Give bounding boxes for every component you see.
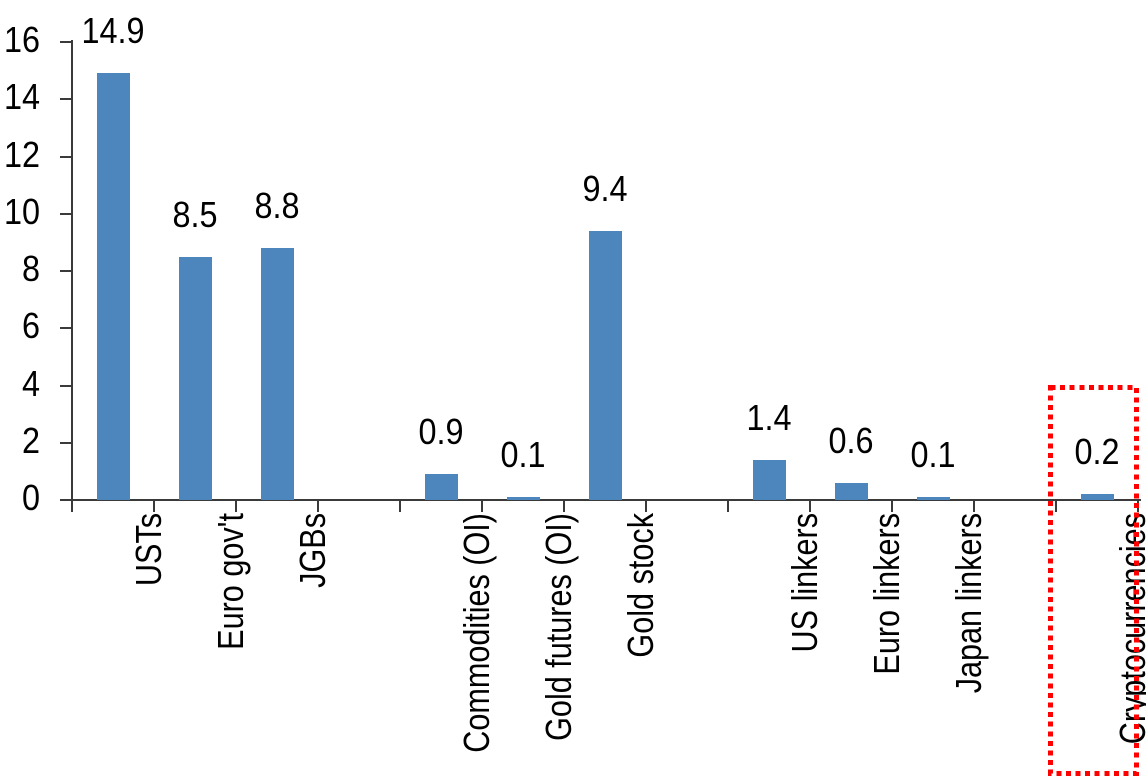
y-axis-tick-label: 0 — [21, 477, 40, 518]
y-axis-tick-label: 4 — [21, 362, 40, 404]
category-label-euro-gov-t: Euro gov't — [210, 513, 251, 650]
y-axis-tick-label: 6 — [21, 305, 40, 347]
bar-gold-stock — [589, 231, 622, 500]
category-label-us-linkers: US linkers — [784, 513, 825, 653]
x-axis-tick — [235, 500, 237, 512]
bar-usts — [97, 73, 130, 500]
y-axis-tick-label: 16 — [4, 19, 41, 60]
y-axis-tick — [60, 384, 72, 387]
x-axis-tick — [153, 500, 155, 512]
y-axis-tick — [60, 327, 72, 330]
x-axis-tick — [1055, 500, 1057, 512]
bar-japan-linkers — [917, 497, 950, 500]
category-label-japan-linkers: Japan linkers — [948, 513, 989, 694]
y-axis-tick-label: 12 — [4, 133, 41, 175]
y-axis-tick — [60, 155, 72, 158]
x-axis-tick — [809, 500, 811, 512]
y-axis-tick — [60, 212, 72, 215]
value-label-jgbs: 8.8 — [254, 185, 300, 226]
value-label-euro-linkers: 0.6 — [828, 420, 874, 461]
bar-gold-futures-oi — [507, 497, 540, 500]
bar-euro-linkers — [835, 483, 868, 500]
category-label-commodities-oi: Commodities (OI) — [456, 513, 497, 753]
x-axis-tick — [399, 500, 401, 512]
x-axis-tick — [645, 500, 647, 512]
y-axis-tick-label: 8 — [21, 248, 40, 289]
bar-commodities-oi — [425, 474, 458, 500]
y-axis-tick — [60, 98, 72, 101]
x-axis-tick — [563, 500, 565, 512]
bar-cryptocurrencies — [1081, 494, 1114, 500]
x-axis-tick — [973, 500, 975, 512]
x-axis-tick — [481, 500, 483, 512]
category-label-jgbs: JGBs — [292, 513, 333, 588]
y-axis-tick — [60, 499, 72, 501]
highlight-box — [1048, 385, 1139, 776]
bar-euro-gov-t — [179, 257, 212, 500]
value-label-gold-stock: 9.4 — [582, 168, 628, 209]
highlight-box-rect — [1048, 385, 1139, 776]
x-axis-tick — [891, 500, 893, 512]
y-axis-tick — [60, 270, 72, 272]
x-axis-tick — [317, 500, 319, 512]
category-label-usts: USTs — [128, 513, 169, 587]
value-label-gold-futures-oi: 0.1 — [500, 434, 546, 475]
category-label-gold-futures-oi: Gold futures (OI) — [538, 513, 579, 741]
x-axis-tick — [727, 500, 729, 512]
value-label-japan-linkers: 0.1 — [910, 434, 956, 475]
y-axis-tick-label: 2 — [21, 419, 40, 461]
y-axis-tick-label: 10 — [4, 190, 41, 232]
value-label-commodities-oi: 0.9 — [418, 411, 464, 452]
y-axis-tick — [60, 441, 72, 444]
value-label-euro-gov-t: 8.5 — [172, 194, 218, 235]
y-axis-tick — [60, 41, 72, 43]
category-label-euro-linkers: Euro linkers — [866, 513, 907, 675]
y-axis-line — [71, 40, 73, 512]
x-axis-tick — [71, 500, 73, 512]
x-axis-line — [71, 499, 1141, 501]
bar-us-linkers — [753, 460, 786, 500]
y-axis-tick-label: 14 — [4, 76, 41, 118]
value-label-usts: 14.9 — [81, 10, 145, 51]
value-label-cryptocurrencies: 0.2 — [1074, 431, 1120, 472]
value-label-us-linkers: 1.4 — [746, 397, 792, 438]
bar-jgbs — [261, 248, 294, 500]
category-label-gold-stock: Gold stock — [620, 513, 661, 658]
